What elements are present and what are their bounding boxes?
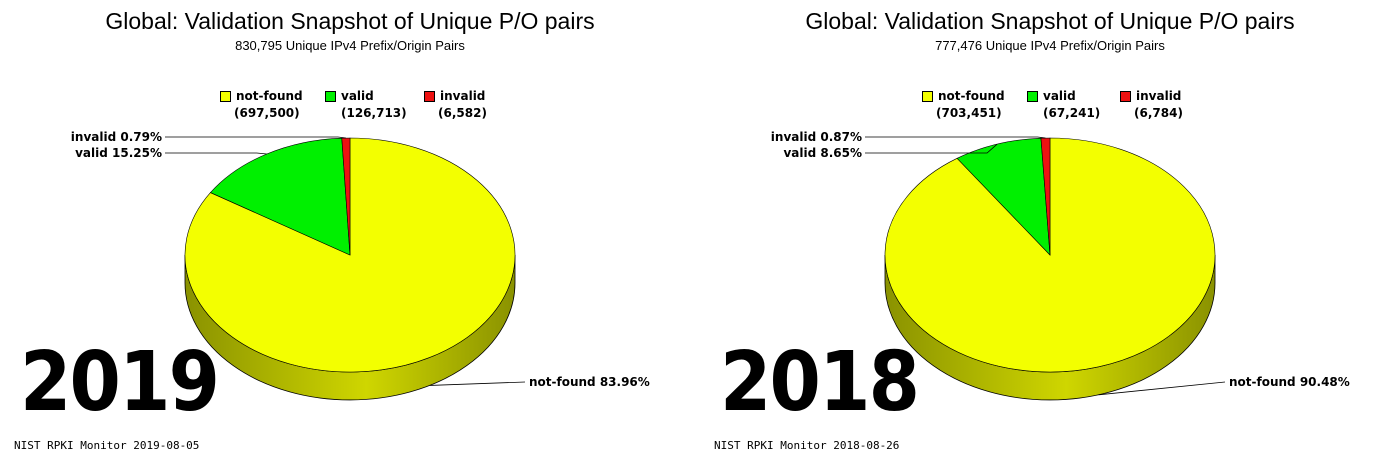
pie-chart-2018: not-found 90.48% valid 8.65% invalid 0.87% xyxy=(771,130,1350,401)
callout-label-invalid: invalid 0.79% xyxy=(71,130,162,144)
callout-line-invalid xyxy=(865,136,1046,139)
legend-swatch-valid xyxy=(1027,91,1038,102)
callout-line-valid xyxy=(165,152,267,155)
legend-swatch-not-found xyxy=(220,91,231,102)
legend-label-not-found: not-found xyxy=(236,89,303,103)
pie-slice-invalid xyxy=(341,137,351,256)
legend-count-valid: (67,241) xyxy=(1043,106,1101,120)
legend-count-invalid: (6,784) xyxy=(1134,106,1183,120)
legend-label-not-found: not-found xyxy=(938,89,1005,103)
legend-label-invalid: invalid xyxy=(1136,89,1182,103)
chart-title: Global: Validation Snapshot of Unique P/… xyxy=(105,8,595,34)
chart-subtitle: 830,795 Unique IPv4 Prefix/Origin Pairs xyxy=(235,38,465,53)
chart-subtitle: 777,476 Unique IPv4 Prefix/Origin Pairs xyxy=(935,38,1165,53)
chart-footer: NIST RPKI Monitor 2018-08-26 xyxy=(714,439,900,452)
year-label: 2018 xyxy=(720,335,920,430)
legend-label-valid: valid xyxy=(341,89,374,103)
legend-swatch-invalid xyxy=(1120,91,1131,102)
callout-label-valid: valid 15.25% xyxy=(75,146,162,160)
legend-count-not-found: (703,451) xyxy=(936,106,1002,120)
callout-line-not-found xyxy=(1098,381,1226,396)
legend-label-invalid: invalid xyxy=(440,89,486,103)
callout-label-not-found: not-found 90.48% xyxy=(1229,375,1350,389)
callout-label-invalid: invalid 0.87% xyxy=(771,130,862,144)
chart-footer: NIST RPKI Monitor 2019-08-05 xyxy=(14,439,200,452)
year-label: 2019 xyxy=(20,335,220,430)
legend-count-valid: (126,713) xyxy=(341,106,407,120)
callout-line-not-found xyxy=(429,381,526,386)
legend-swatch-not-found xyxy=(922,91,933,102)
legend-label-valid: valid xyxy=(1043,89,1076,103)
callout-line-invalid xyxy=(165,136,346,139)
legend-count-not-found: (697,500) xyxy=(234,106,300,120)
legend-swatch-valid xyxy=(325,91,336,102)
pie-chart-2019: not-found 83.96% valid 15.25% invalid 0.79… xyxy=(71,130,650,401)
chart-panel-2019: Global: Validation Snapshot of Unique P/… xyxy=(14,8,650,452)
pie-slice-valid xyxy=(209,137,351,256)
legend-count-invalid: (6,582) xyxy=(438,106,487,120)
legend-swatch-invalid xyxy=(424,91,435,102)
chart-panel-2018: Global: Validation Snapshot of Unique P/… xyxy=(700,0,1400,460)
callout-line-valid xyxy=(865,143,998,154)
callout-label-not-found: not-found 83.96% xyxy=(529,375,650,389)
chart-title: Global: Validation Snapshot of Unique P/… xyxy=(805,8,1295,34)
callout-label-valid: valid 8.65% xyxy=(783,146,862,160)
